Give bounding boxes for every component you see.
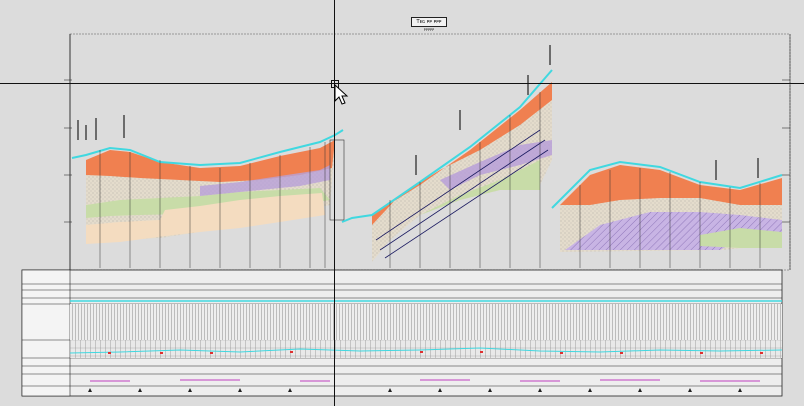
crosshair-vertical: [334, 0, 335, 406]
profile-section-left: [71, 115, 345, 268]
profile-section-right: [551, 158, 783, 268]
profile-data-table: [21, 269, 783, 397]
drawing-title: Ƭᴇɢ ᴘᴘ ᴘᴘᴘ: [411, 17, 447, 27]
profile-section-middle: [341, 45, 553, 268]
drawing-subtitle: ᴘᴘᴘᴘᴘ: [423, 27, 435, 32]
arrow-pointer-icon: [334, 84, 349, 105]
crosshair-horizontal: [0, 83, 804, 84]
